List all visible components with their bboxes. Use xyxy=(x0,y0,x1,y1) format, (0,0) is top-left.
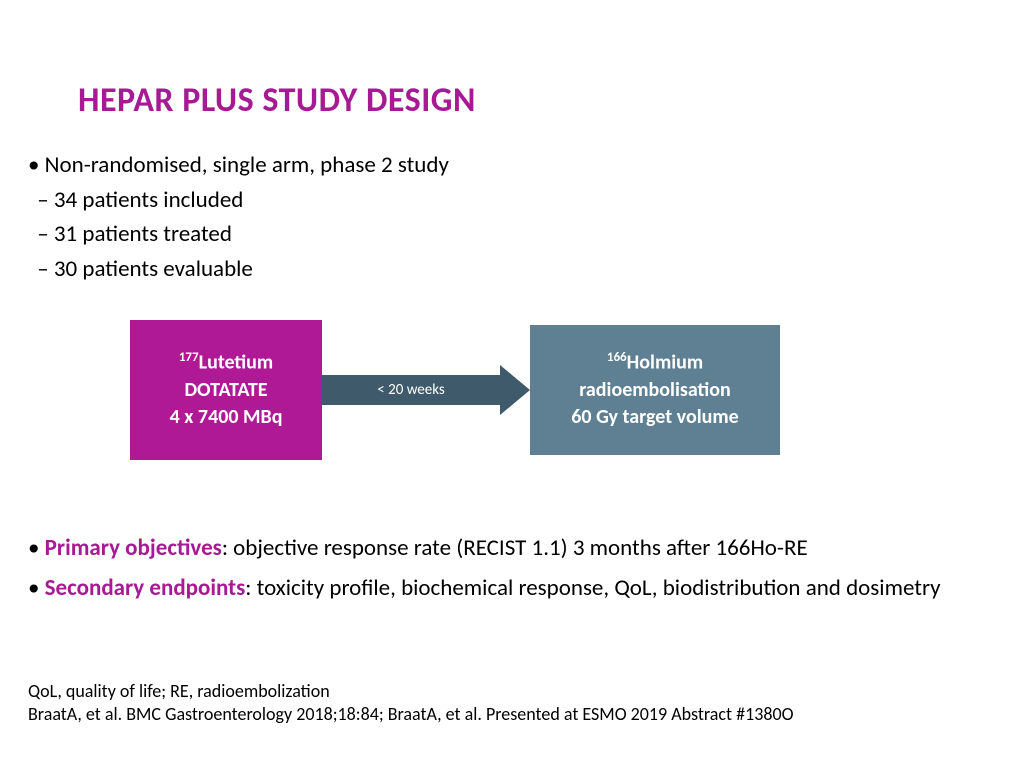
secondary-text: : toxicity profile, biochemical response… xyxy=(245,574,940,602)
study-bullets: • Non-randomised, single arm, phase 2 st… xyxy=(28,148,449,286)
treatment-box-lutetium: 177Lutetium DOTATATE 4 x 7400 MBq xyxy=(130,320,322,460)
footer-citations: QoL, quality of life; RE, radioembolizat… xyxy=(28,680,794,727)
objectives-section: • Primary objectives: objective response… xyxy=(28,532,1004,612)
primary-objective: • Primary objectives: objective response… xyxy=(28,532,1004,564)
bullet-sub1: – 34 patients included xyxy=(32,183,449,218)
bullet-sub2: – 31 patients treated xyxy=(32,217,449,252)
arrow-shaft: < 20 weeks xyxy=(322,375,500,405)
arrow-head-icon xyxy=(500,365,530,415)
slide-title: HEPAR PLUS STUDY DESIGN xyxy=(78,80,476,121)
secondary-endpoint: • Secondary endpoints: toxicity profile,… xyxy=(28,572,1004,604)
secondary-label: Secondary endpoints xyxy=(45,574,246,602)
study-flow-diagram: 177Lutetium DOTATATE 4 x 7400 MBq < 20 w… xyxy=(130,320,890,470)
box1-line2: DOTATATE xyxy=(184,377,267,404)
box1-line1: 177Lutetium xyxy=(179,349,273,377)
box2-line1: 166Holmium xyxy=(607,349,703,377)
box1-line3: 4 x 7400 MBq xyxy=(170,404,283,431)
arrow-label: < 20 weeks xyxy=(377,381,445,399)
box2-line2: radioembolisation xyxy=(579,377,730,404)
box2-line3: 60 Gy target volume xyxy=(571,404,738,431)
bullet-sub3: – 30 patients evaluable xyxy=(32,252,449,287)
footer-line1: QoL, quality of life; RE, radioembolizat… xyxy=(28,680,794,703)
footer-line2: BraatA, et al. BMC Gastroenterology 2018… xyxy=(28,703,794,726)
bullet-main: • Non-randomised, single arm, phase 2 st… xyxy=(28,148,449,183)
treatment-box-holmium: 166Holmium radioembolisation 60 Gy targe… xyxy=(530,325,780,455)
flow-arrow: < 20 weeks xyxy=(322,370,530,410)
primary-label: Primary objectives xyxy=(45,534,222,562)
primary-text: : objective response rate (RECIST 1.1) 3… xyxy=(222,534,808,562)
